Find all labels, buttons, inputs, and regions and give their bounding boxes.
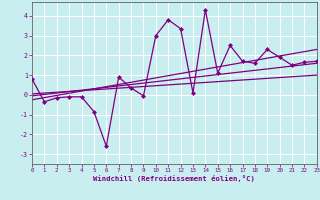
X-axis label: Windchill (Refroidissement éolien,°C): Windchill (Refroidissement éolien,°C) [93, 175, 255, 182]
